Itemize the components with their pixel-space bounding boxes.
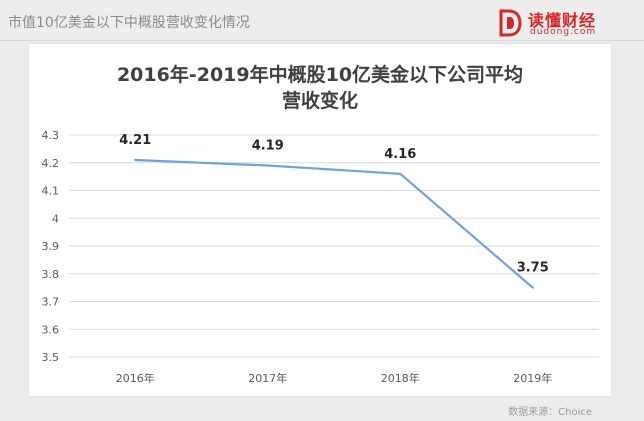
y-tick-label: 4 [52, 212, 59, 225]
brand-name: 读懂财经 [528, 11, 597, 30]
series-layer [134, 158, 534, 289]
x-tick-label: 2017年 [248, 371, 287, 385]
y-tick-label: 3.6 [42, 323, 60, 336]
y-tick-label: 4.3 [42, 129, 60, 142]
chart-title: 2016年-2019年中概股10亿美金以下公司平均 [117, 63, 523, 86]
data-label: 4.16 [384, 147, 416, 162]
series-line [134, 158, 534, 289]
data-labels: 4.21 4.19 4.16 3.75 [119, 133, 549, 276]
brand-domain: dudong.com [530, 27, 597, 37]
y-tick-label: 3.9 [42, 240, 60, 253]
y-tick-label: 4.1 [42, 185, 60, 198]
brand-logo: 读懂财经 dudong.com [492, 6, 612, 40]
data-label: 3.75 [517, 261, 549, 276]
gridlines [69, 134, 599, 358]
line-chart: 2016年-2019年中概股10亿美金以下公司平均 营收变化 3.5 3.6 3.7… [42, 63, 599, 385]
x-tick-label: 2019年 [513, 371, 552, 385]
data-label: 4.21 [119, 133, 151, 148]
y-tick-label: 3.5 [42, 351, 60, 364]
brand-logo-icon [499, 9, 522, 37]
x-tick-label: 2016年 [116, 371, 155, 385]
y-tick-label: 3.7 [42, 296, 60, 309]
y-tick-label: 3.8 [42, 268, 60, 281]
chart-title-line-2: 营收变化 [282, 89, 358, 112]
page-title: 市值10亿美金以下中概股营收变化情况 [8, 15, 250, 31]
header-divider [0, 40, 644, 41]
data-label: 4.19 [252, 139, 284, 154]
source-note: 数据来源：Choice [508, 407, 592, 418]
y-tick-label: 4.2 [42, 157, 60, 170]
x-tick-label: 2018年 [381, 371, 420, 385]
axis-labels: 3.5 3.6 3.7 3.8 3.9 4 4.1 4.2 4.3 2016年 2017年 2018年… [42, 129, 553, 385]
chart-card: 2016年-2019年中概股10亿美金以下公司平均 营收变化 3.5 3.6 3.7… [29, 44, 611, 396]
